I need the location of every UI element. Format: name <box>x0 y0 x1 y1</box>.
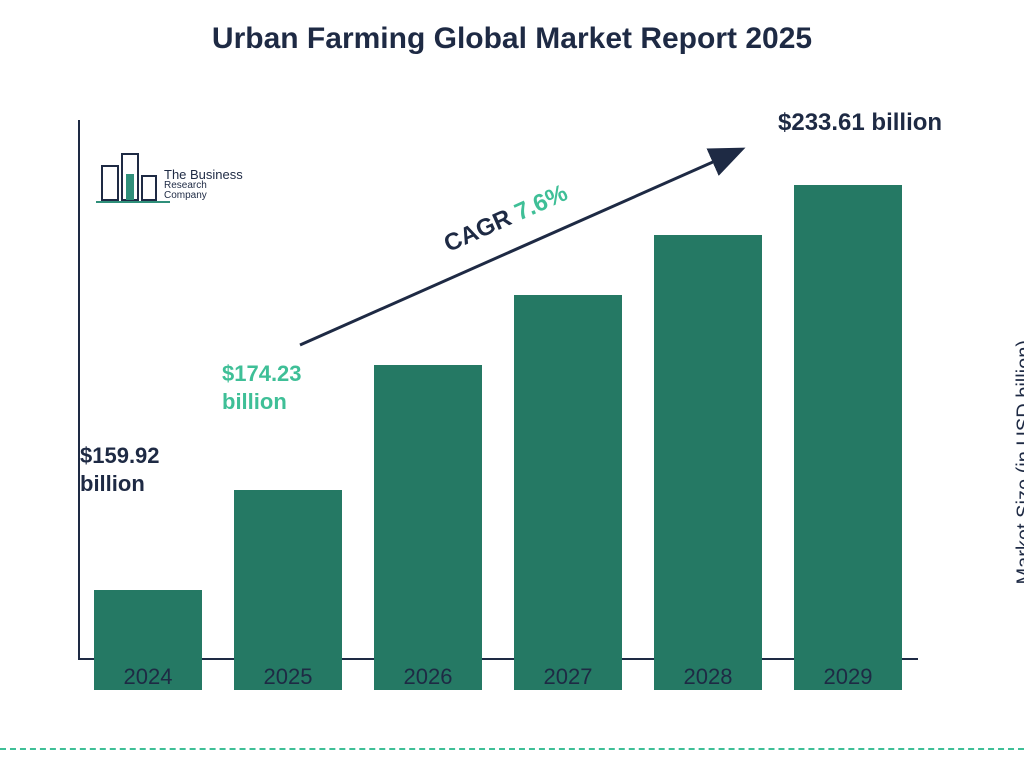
bottom-divider <box>0 748 1024 750</box>
bar-slot <box>358 365 498 690</box>
x-tick-label: 2026 <box>358 664 498 690</box>
bar <box>654 235 762 690</box>
value-callout: $159.92billion <box>80 442 160 497</box>
bar-slot <box>218 490 358 690</box>
bar <box>234 490 342 690</box>
x-tick-label: 2028 <box>638 664 778 690</box>
bar-slot <box>498 295 638 690</box>
bar-slot <box>638 235 778 690</box>
x-axis-labels: 202420252026202720282029 <box>78 664 918 690</box>
chart-title: Urban Farming Global Market Report 2025 <box>0 22 1024 56</box>
value-callout: $233.61 billion <box>778 108 942 138</box>
x-tick-label: 2027 <box>498 664 638 690</box>
bar <box>374 365 482 690</box>
x-tick-label: 2025 <box>218 664 358 690</box>
bar <box>514 295 622 690</box>
bar <box>794 185 902 690</box>
bar-slot <box>778 185 918 690</box>
value-callout: $174.23billion <box>222 360 302 415</box>
y-axis-label: Market Size (in USD billion) <box>1014 340 1024 585</box>
x-tick-label: 2029 <box>778 664 918 690</box>
x-tick-label: 2024 <box>78 664 218 690</box>
